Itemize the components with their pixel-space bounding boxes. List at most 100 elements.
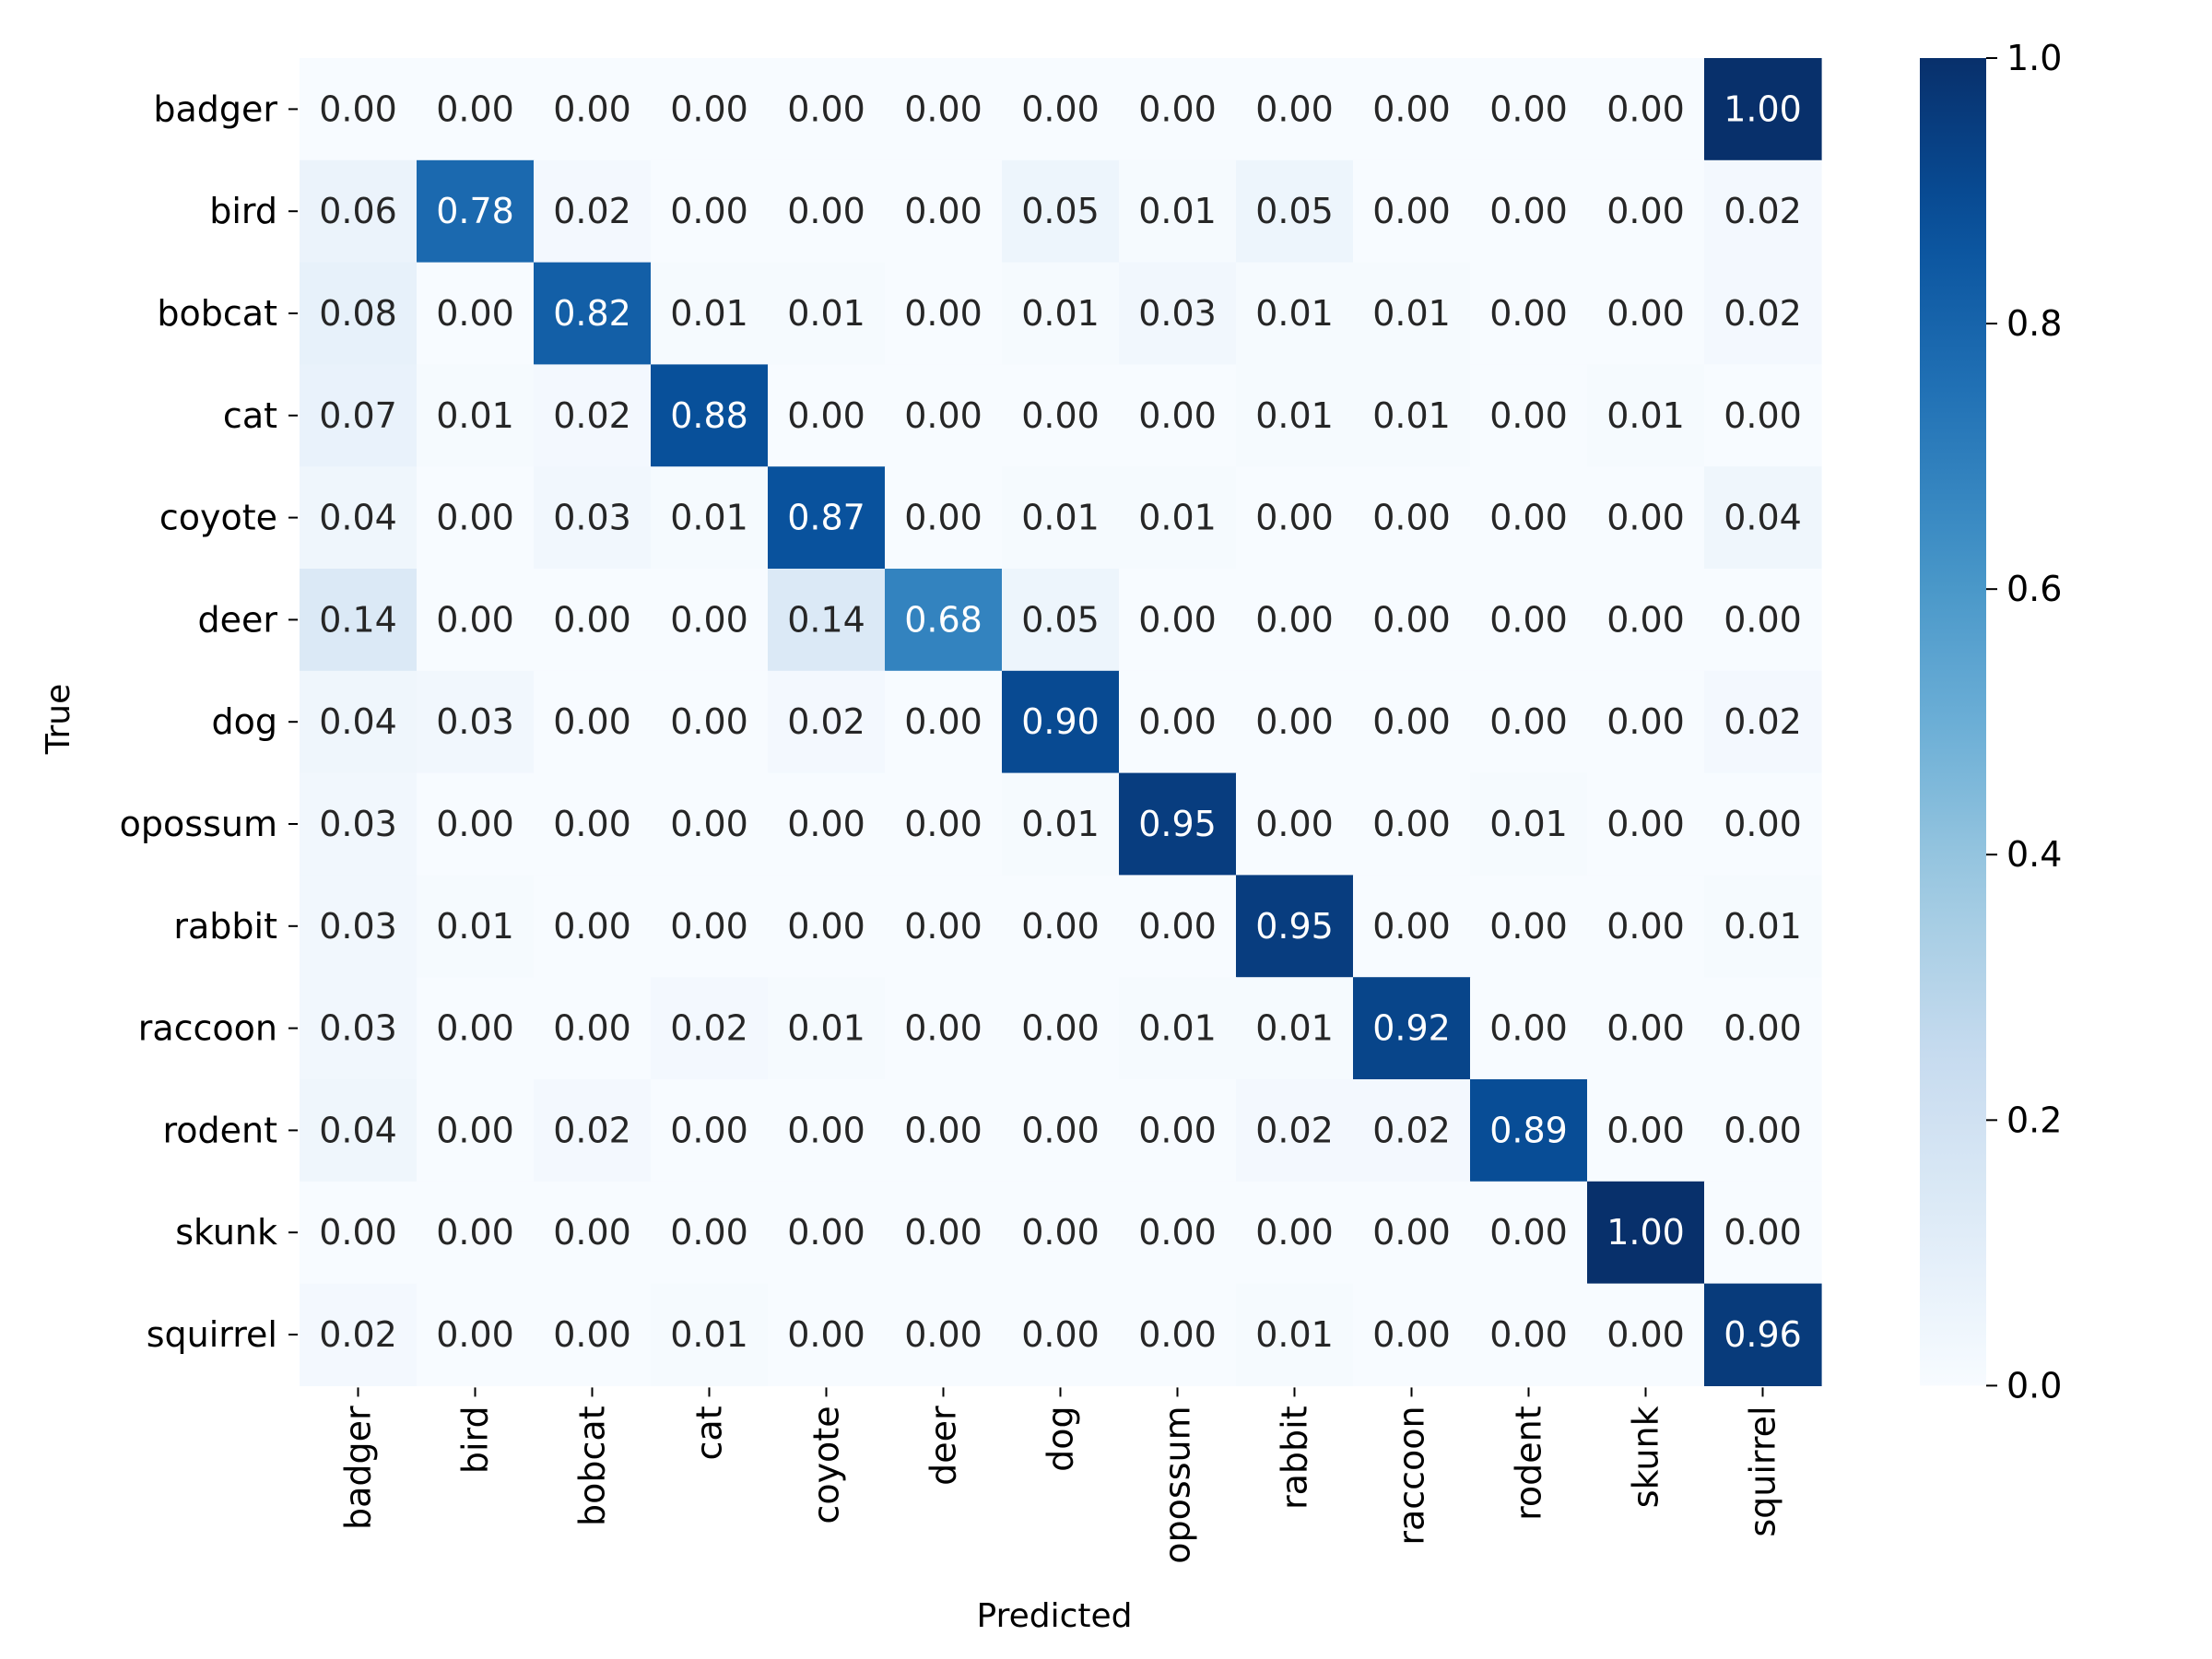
cell-value-label: 0.00: [1138, 1314, 1217, 1355]
heatmap-cell: [300, 466, 418, 570]
heatmap-cell: [1119, 1283, 1237, 1386]
cell-value-label: 0.00: [1724, 1110, 1802, 1150]
cell-value-label: 0.02: [1724, 701, 1802, 742]
heatmap-cell: [1353, 262, 1471, 365]
cell-value-label: 0.00: [1138, 395, 1217, 436]
heatmap-cell: [651, 1079, 769, 1182]
cell-value-label: 0.00: [787, 395, 865, 436]
cell-value-label: 0.00: [553, 1212, 631, 1253]
cell-value-label: 0.04: [1724, 498, 1802, 538]
heatmap-cell: [1470, 977, 1588, 1080]
cell-value-label: 0.06: [319, 191, 397, 231]
heatmap-cell: [417, 1079, 535, 1182]
heatmap-cell: [417, 1283, 535, 1386]
heatmap-cell: [534, 262, 652, 365]
heatmap-cell: [885, 977, 1003, 1080]
heatmap-cell: [1002, 875, 1120, 978]
heatmap-cell: [300, 1283, 418, 1386]
cell-value-label: 0.00: [1138, 906, 1217, 947]
heatmap-cell: [1704, 875, 1822, 978]
cell-value-label: 0.89: [1489, 1110, 1568, 1150]
y-tick-label: rodent: [162, 1110, 277, 1150]
heatmap-cell: [651, 670, 769, 774]
cell-value-label: 0.03: [319, 804, 397, 844]
x-tick-label: bobcat: [572, 1406, 613, 1526]
cell-value-label: 0.00: [1255, 599, 1334, 640]
heatmap-cell: [1587, 1079, 1705, 1182]
heatmap-cell: [1704, 670, 1822, 774]
cell-value-label: 0.00: [1489, 395, 1568, 436]
heatmap-cell: [1002, 1283, 1120, 1386]
cell-value-label: 0.00: [1489, 191, 1568, 231]
cell-value-label: 0.02: [553, 191, 631, 231]
heatmap-cell: [417, 1181, 535, 1285]
cell-value-label: 0.82: [553, 293, 631, 334]
cell-value-label: 0.03: [319, 1008, 397, 1049]
cell-value-label: 0.00: [1021, 1212, 1100, 1253]
x-tick-label: coyote: [806, 1406, 847, 1524]
y-tick-label: bobcat: [157, 293, 277, 334]
cell-value-label: 0.00: [1372, 88, 1451, 129]
cell-value-label: 0.04: [319, 498, 397, 538]
cell-value-label: 0.00: [1021, 395, 1100, 436]
heatmap-cell: [417, 977, 535, 1080]
cell-value-label: 0.03: [319, 906, 397, 947]
cell-value-label: 0.00: [1138, 88, 1217, 129]
cell-value-label: 0.01: [1138, 191, 1217, 231]
heatmap-cell: [1353, 1283, 1471, 1386]
cell-value-label: 0.00: [1606, 1008, 1685, 1049]
heatmap-cell: [300, 262, 418, 365]
heatmap-cell: [1236, 1181, 1354, 1285]
heatmap-cell: [1704, 1283, 1822, 1386]
heatmap-cell: [1119, 1181, 1237, 1285]
cell-value-label: 0.00: [553, 906, 631, 947]
x-axis-label: Predicted: [977, 1597, 1133, 1635]
heatmap-cell: [1236, 670, 1354, 774]
heatmap-cell: [417, 875, 535, 978]
heatmap-cell: [1119, 1079, 1237, 1182]
heatmap-cell: [651, 977, 769, 1080]
cell-value-label: 0.96: [1724, 1314, 1802, 1355]
heatmap-cell: [1470, 262, 1588, 365]
cell-value-label: 0.01: [787, 293, 865, 334]
heatmap-cell: [417, 670, 535, 774]
heatmap-cells: [300, 58, 1822, 1386]
heatmap-cell: [1119, 262, 1237, 365]
cell-value-label: 0.01: [1255, 1314, 1334, 1355]
heatmap-cell: [1002, 1079, 1120, 1182]
heatmap-cell: [1002, 58, 1120, 161]
heatmap-cell: [1704, 364, 1822, 467]
cell-value-label: 0.00: [787, 1110, 865, 1150]
heatmap-cell: [768, 262, 886, 365]
heatmap-cell: [1704, 262, 1822, 365]
heatmap-cell: [1587, 466, 1705, 570]
cell-value-label: 0.00: [787, 191, 865, 231]
cell-value-label: 0.00: [436, 1110, 514, 1150]
heatmap-cell: [534, 1283, 652, 1386]
cell-value-label: 0.00: [319, 88, 397, 129]
cell-value-label: 0.00: [904, 1212, 982, 1253]
heatmap-cell: [651, 58, 769, 161]
colorbar-tick-label: 0.2: [2006, 1100, 2062, 1140]
cell-value-label: 0.00: [1724, 395, 1802, 436]
heatmap-cell: [1353, 569, 1471, 672]
cell-value-label: 0.00: [670, 804, 748, 844]
heatmap-cell: [1704, 1079, 1822, 1182]
cell-value-label: 0.00: [553, 1314, 631, 1355]
heatmap-cell: [885, 58, 1003, 161]
heatmap-cell: [534, 569, 652, 672]
heatmap-cell: [1470, 875, 1588, 978]
cell-value-label: 0.00: [904, 88, 982, 129]
heatmap-cell: [1353, 670, 1471, 774]
cell-value-label: 0.00: [904, 395, 982, 436]
cell-value-label: 0.00: [1372, 191, 1451, 231]
heatmap-cell: [885, 1181, 1003, 1285]
cell-value-label: 0.07: [319, 395, 397, 436]
heatmap-cell: [1470, 1283, 1588, 1386]
heatmap-cell: [534, 670, 652, 774]
heatmap-cell: [300, 670, 418, 774]
heatmap-cell: [1119, 466, 1237, 570]
heatmap-cell: [1002, 364, 1120, 467]
cell-value-label: 0.00: [1606, 906, 1685, 947]
cell-value-label: 0.00: [436, 1314, 514, 1355]
